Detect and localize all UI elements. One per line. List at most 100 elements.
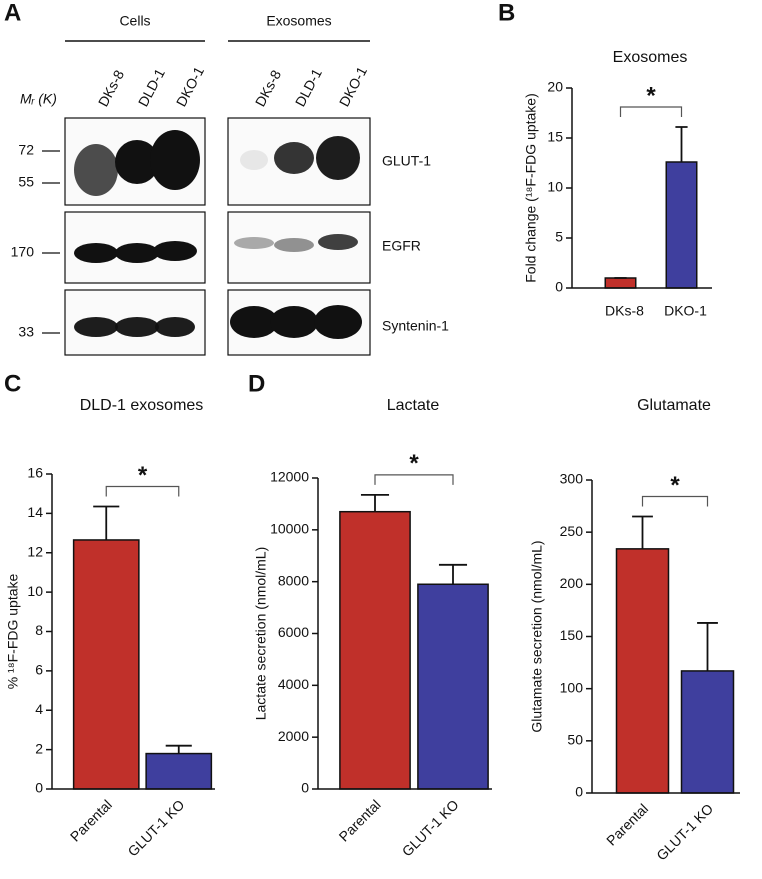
y-tick-label: 12	[27, 543, 43, 559]
y-tick-label: 0	[301, 780, 309, 796]
significance-star: *	[409, 450, 419, 477]
blot-band	[314, 305, 362, 339]
y-axis-label: Fold change (¹⁸F-FDG uptake)	[523, 93, 539, 283]
y-tick-label: 10000	[270, 521, 309, 537]
protein-label: Syntenin-1	[382, 318, 449, 334]
lane-label: DKO-1	[173, 64, 207, 109]
y-tick-label: 10	[27, 583, 43, 599]
y-tick-label: 15	[547, 129, 563, 145]
blot-band	[150, 130, 200, 190]
lane-label: DKs-8	[95, 67, 127, 109]
blot-band	[230, 306, 278, 338]
error-bar	[360, 493, 390, 512]
error-bar	[697, 622, 718, 671]
group-label: Exosomes	[266, 13, 331, 29]
y-tick-label: 10	[547, 179, 563, 195]
bar	[145, 752, 213, 790]
y-tick-label: 2000	[278, 728, 309, 744]
marker-label: 72	[18, 142, 34, 158]
blot-band	[234, 237, 274, 249]
y-tick-label: 300	[560, 471, 584, 487]
y-tick-label: 250	[560, 523, 584, 539]
y-tick-label: 8	[35, 622, 43, 638]
y-axis-label: % ¹⁸F-FDG uptake	[5, 573, 21, 689]
blot-band	[318, 234, 358, 250]
marker-label: 33	[18, 324, 34, 340]
chart-title: Glutamate	[637, 397, 711, 414]
significance-star: *	[646, 82, 656, 109]
blot-band	[270, 306, 318, 338]
y-tick-label: 4000	[278, 676, 309, 692]
blot-band	[155, 317, 195, 337]
significance-bracket	[619, 106, 683, 117]
x-tick-label: GLUT-1 KO	[124, 796, 187, 859]
significance-bracket	[374, 474, 454, 485]
blot-band	[74, 144, 118, 196]
x-tick-label: Parental	[603, 800, 651, 848]
error-bar	[93, 505, 120, 540]
x-tick-label: GLUT-1 KO	[399, 796, 462, 859]
y-tick-label: 0	[555, 279, 563, 295]
y-tick-label: 100	[560, 679, 584, 695]
y-tick-label: 8000	[278, 572, 309, 588]
bar	[615, 548, 670, 794]
bar	[604, 277, 637, 289]
chart-title: Exosomes	[613, 49, 688, 66]
y-tick-label: 16	[27, 465, 43, 481]
error-bar	[632, 515, 653, 549]
marker-label: 170	[11, 244, 35, 260]
chart-title: Lactate	[387, 397, 440, 414]
blot-band	[274, 238, 314, 252]
panel-label: C	[4, 370, 21, 397]
y-tick-label: 4	[35, 701, 43, 717]
y-tick-label: 6	[35, 662, 43, 678]
lane-label: DKs-8	[252, 67, 284, 109]
y-tick-label: 2	[35, 740, 43, 756]
y-tick-label: 200	[560, 575, 584, 591]
y-tick-label: 5	[555, 229, 563, 245]
blot-band	[74, 243, 118, 263]
significance-bracket	[641, 495, 709, 507]
error-bar	[438, 563, 468, 585]
y-axis-label: Glutamate secretion (nmol/mL)	[529, 540, 545, 732]
blot-band	[115, 243, 159, 263]
mr-label: Mᵣ (K)	[20, 91, 57, 107]
protein-label: GLUT-1	[382, 153, 431, 169]
significance-star: *	[670, 472, 680, 499]
protein-label: EGFR	[382, 238, 421, 254]
y-tick-label: 14	[27, 504, 43, 520]
blot-band	[74, 317, 118, 337]
blot-band	[153, 241, 197, 261]
blot-band	[240, 150, 268, 170]
y-tick-label: 20	[547, 79, 563, 95]
blot-band	[115, 140, 159, 184]
bar	[680, 670, 735, 794]
y-axis-label: Lactate secretion (nmol/mL)	[253, 547, 269, 721]
y-tick-label: 0	[575, 784, 583, 800]
x-tick-label: Parental	[67, 796, 115, 844]
y-tick-label: 50	[567, 732, 583, 748]
y-tick-label: 12000	[270, 469, 309, 485]
y-tick-label: 0	[35, 780, 43, 796]
lane-label: DLD-1	[292, 66, 325, 109]
blot-band	[115, 317, 159, 337]
lane-label: DLD-1	[135, 66, 168, 109]
bar	[417, 583, 489, 790]
bar	[339, 510, 411, 790]
bar	[72, 539, 140, 790]
significance-star: *	[138, 462, 148, 489]
error-bar	[675, 126, 688, 162]
x-tick-label: Parental	[336, 796, 384, 844]
significance-bracket	[105, 485, 180, 497]
bar	[665, 161, 698, 289]
chart-title: DLD-1 exosomes	[80, 397, 204, 414]
y-tick-label: 150	[560, 627, 584, 643]
group-label: Cells	[119, 13, 150, 29]
panel-label: A	[4, 0, 21, 26]
panel-label: D	[248, 370, 265, 397]
y-tick-label: 6000	[278, 624, 309, 640]
blot-band	[316, 136, 360, 180]
error-bar	[165, 744, 192, 754]
